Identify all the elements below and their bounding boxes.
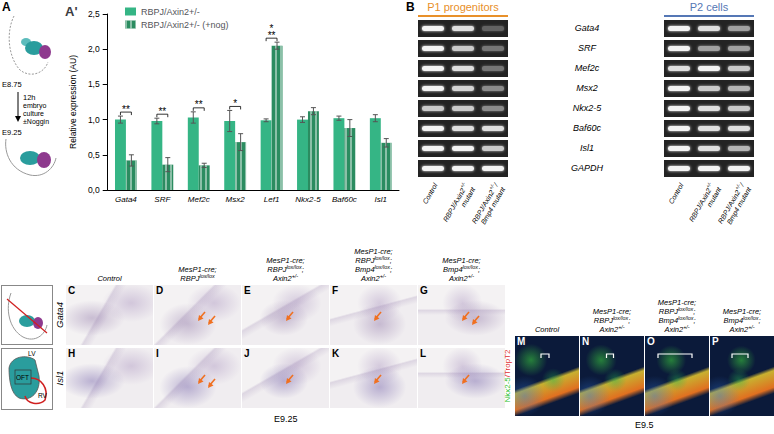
html-text:P1 progenitors: P1 progenitors xyxy=(427,1,499,13)
html-text:Control: Control xyxy=(421,182,440,206)
html-text:P2 cells: P2 cells xyxy=(689,1,729,13)
html-text:E: E xyxy=(244,285,251,296)
html-text:LV: LV xyxy=(28,350,36,357)
html-text:mutant: mutant xyxy=(705,186,722,208)
svg-text:Relative expression (AU): Relative expression (AU) xyxy=(68,55,78,149)
svg-text:RBPJ/Axin2+/- (+nog): RBPJ/Axin2+/- (+nog) xyxy=(141,20,229,30)
svg-text:Gata4: Gata4 xyxy=(115,195,137,204)
html-text:Bmp4lox/lox;: Bmp4lox/lox; xyxy=(658,314,696,325)
html-text:RBPJlox/lox;: RBPJlox/lox; xyxy=(593,314,631,325)
html-text:Control: Control xyxy=(667,182,686,206)
html-text:Bmp4lox/lox;: Bmp4lox/lox; xyxy=(723,314,761,325)
html-text:RBPJ/Axin2: RBPJ/Axin2 xyxy=(687,187,713,224)
svg-text:**: ** xyxy=(158,106,166,117)
svg-text:0,0: 0,0 xyxy=(88,185,100,195)
html-text:OFT: OFT xyxy=(16,374,29,381)
html-text:±Noggin: ±Noggin xyxy=(23,118,49,125)
html-text:Isl1: Isl1 xyxy=(580,143,594,153)
html-text:MesP1-cre;: MesP1-cre; xyxy=(657,298,697,307)
html-text:Control: Control xyxy=(97,274,122,283)
svg-text:*: * xyxy=(233,98,237,109)
svg-text:Mef2c: Mef2c xyxy=(188,195,210,204)
html-text:J: J xyxy=(244,348,250,359)
svg-text:Msx2: Msx2 xyxy=(226,195,246,204)
html-text:RBPJlox/lox;: RBPJlox/lox; xyxy=(658,305,696,316)
html-text:P: P xyxy=(712,336,719,347)
html-text:H: H xyxy=(68,348,76,359)
html-text:12h: 12h xyxy=(23,93,36,102)
svg-text:Nkx2-5: Nkx2-5 xyxy=(295,195,321,204)
html-text:Bmp4lox/lox;: Bmp4lox/lox; xyxy=(443,263,480,274)
html-text:Msx2: Msx2 xyxy=(576,83,598,93)
html-text:Axin2+/-: Axin2+/- xyxy=(664,323,690,334)
html-text:MesP1-cre;: MesP1-cre; xyxy=(592,307,632,316)
svg-text:0,5: 0,5 xyxy=(88,150,100,160)
html-text:RBPJ/Axin2: RBPJ/Axin2 xyxy=(441,187,467,224)
html-text:MesP1-cre;: MesP1-cre; xyxy=(442,256,481,265)
html-text:mutant: mutant xyxy=(459,186,476,208)
html-text:RBPJlox/lox: RBPJlox/lox xyxy=(180,272,215,283)
html-text:Axin2+/-: Axin2+/- xyxy=(272,272,299,283)
html-text:SRF: SRF xyxy=(578,43,596,53)
html-text:Axin2+/-: Axin2+/- xyxy=(599,323,625,334)
html-text:Gata4: Gata4 xyxy=(574,23,600,33)
svg-text:Isl1: Isl1 xyxy=(375,195,387,204)
html-text:RBPJlox/lox;: RBPJlox/lox; xyxy=(267,263,304,274)
html-text:Baf60c: Baf60c xyxy=(573,123,601,133)
html-text:F: F xyxy=(332,285,339,296)
html-text:E9.25: E9.25 xyxy=(274,414,298,424)
svg-text:Baf60c: Baf60c xyxy=(332,195,357,204)
html-text:RBPJ/Axin2: RBPJ/Axin2 xyxy=(470,188,496,225)
html-text:I: I xyxy=(156,348,159,359)
html-text:E9.5: E9.5 xyxy=(635,420,654,430)
svg-text:RBPJ/Axin2+/-: RBPJ/Axin2+/- xyxy=(141,7,200,17)
html-text:/TropT2: /TropT2 xyxy=(502,349,512,378)
html-text:RBPJ/Axin2: RBPJ/Axin2 xyxy=(716,188,742,225)
html-text:D: D xyxy=(156,285,164,296)
html-text:Bmp4lox/lox;: Bmp4lox/lox; xyxy=(355,263,392,274)
html-text:Axin2+/-: Axin2+/- xyxy=(360,272,387,283)
html-text:Mef2c: Mef2c xyxy=(574,63,600,73)
html-text:MesP1-cre;: MesP1-cre; xyxy=(722,307,762,316)
svg-text:SRF: SRF xyxy=(154,195,171,204)
svg-text:1,0: 1,0 xyxy=(88,115,100,125)
html-text:Bmp4 mutant: Bmp4 mutant xyxy=(725,186,752,226)
html-text:C: C xyxy=(68,285,76,296)
svg-text:**: ** xyxy=(122,104,130,115)
svg-text:1,5: 1,5 xyxy=(88,79,100,89)
html-text:B: B xyxy=(406,0,415,14)
html-text:RV: RV xyxy=(38,392,47,399)
svg-text:**: ** xyxy=(268,30,276,41)
html-text:N: N xyxy=(582,336,590,347)
html-text:RBPJlox/lox;: RBPJlox/lox; xyxy=(355,254,392,265)
svg-text:2,0: 2,0 xyxy=(88,44,100,54)
html-text:E9.25: E9.25 xyxy=(2,128,22,137)
svg-text:**: ** xyxy=(195,99,203,110)
html-text:Nkx2-5: Nkx2-5 xyxy=(502,377,512,403)
html-text:M: M xyxy=(517,336,526,347)
svg-text:A': A' xyxy=(65,4,77,19)
html-text:L: L xyxy=(420,348,427,359)
html-text:G: G xyxy=(420,285,428,296)
html-text:A: A xyxy=(2,0,11,14)
html-text:GAPDH: GAPDH xyxy=(571,163,603,173)
svg-text:2,5: 2,5 xyxy=(88,9,100,19)
html-text:Control: Control xyxy=(534,325,560,334)
html-text:Axin2+/-: Axin2+/- xyxy=(729,323,755,334)
html-text:O: O xyxy=(647,336,655,347)
html-text:MesP1-cre;: MesP1-cre; xyxy=(266,256,305,265)
html-text:Isl1: Isl1 xyxy=(53,370,65,386)
html-text:Bmp4 mutant: Bmp4 mutant xyxy=(479,186,506,226)
html-text:Gata4: Gata4 xyxy=(53,302,65,328)
html-text:Axin2+/-: Axin2+/- xyxy=(448,272,475,283)
html-text:MesP1-cre;: MesP1-cre; xyxy=(178,265,217,274)
html-text:MesP1-cre;: MesP1-cre; xyxy=(354,247,393,256)
html-text:K: K xyxy=(332,348,340,359)
html-text:culture: culture xyxy=(23,110,44,117)
html-text:embryo: embryo xyxy=(23,102,47,109)
svg-text:Lef1: Lef1 xyxy=(264,195,280,204)
html-text:Nkx2-5: Nkx2-5 xyxy=(572,103,602,113)
html-text:E8.75: E8.75 xyxy=(2,80,22,89)
